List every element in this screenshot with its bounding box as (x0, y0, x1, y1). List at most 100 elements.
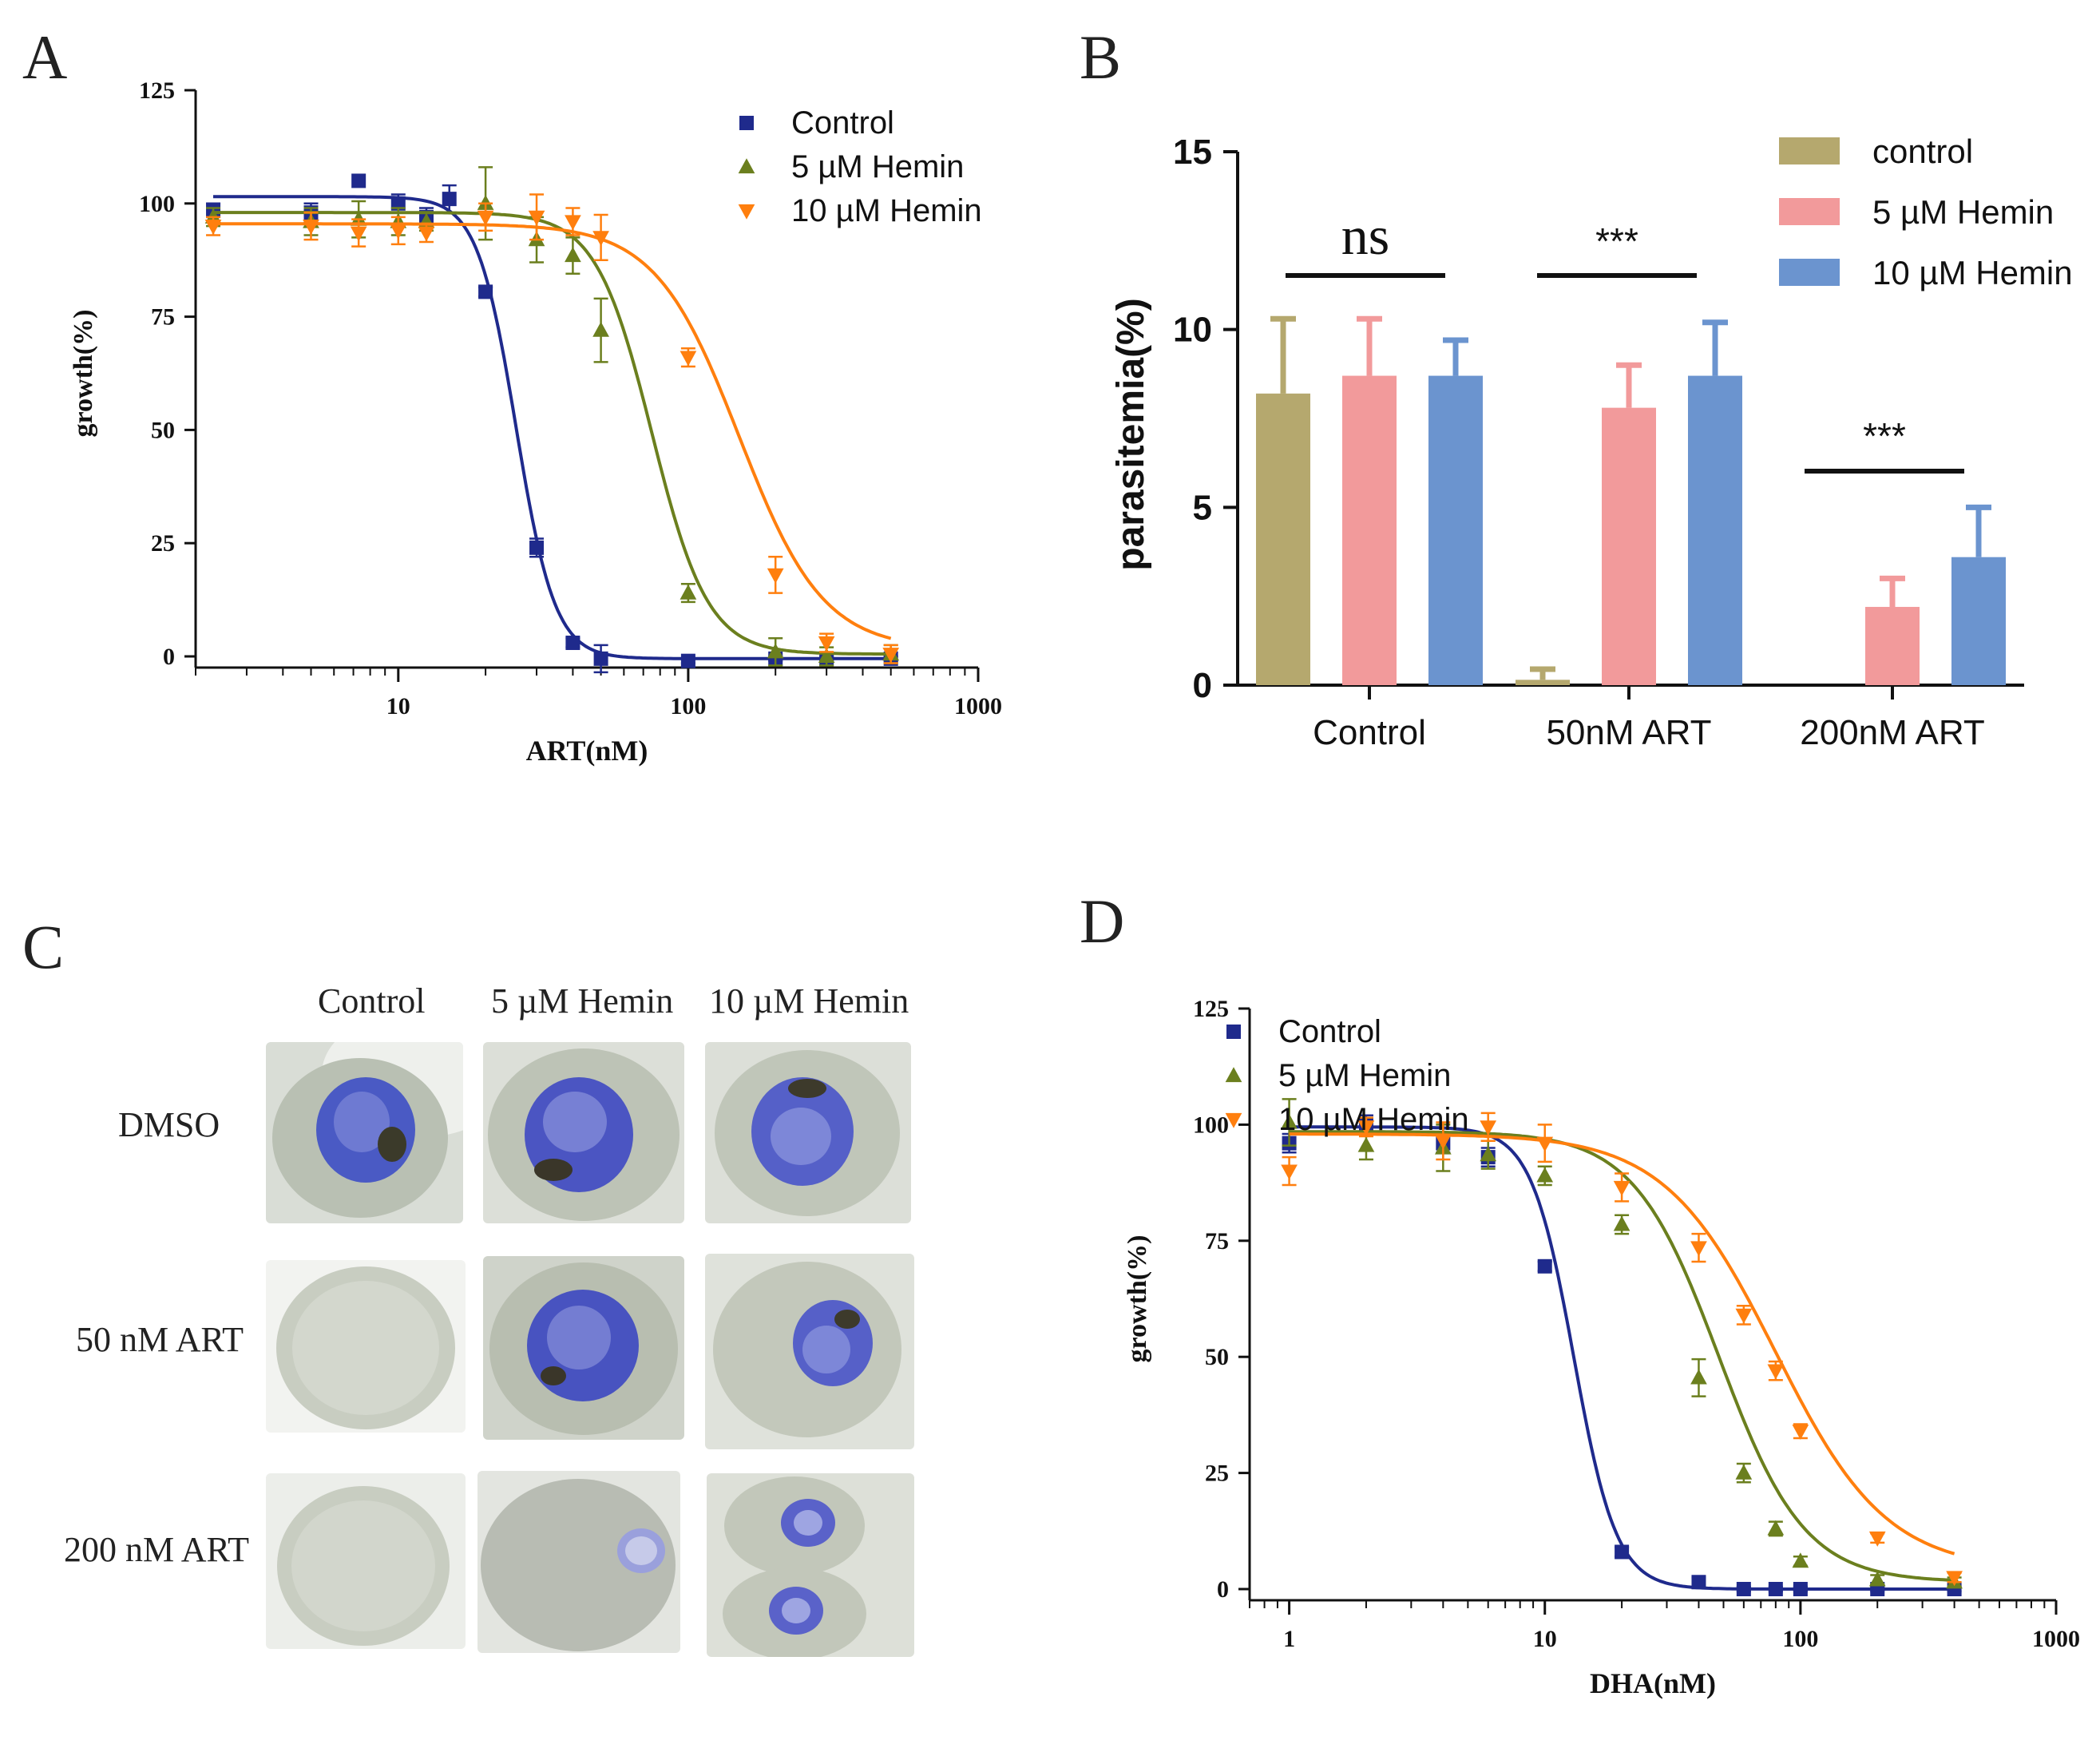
legend-marker-10-um-hemin (738, 204, 755, 220)
series-5-um-hemin (204, 166, 900, 667)
micrograph-200nm-control (266, 1473, 466, 1649)
bar-control-control (1256, 315, 1310, 685)
legend: control 5 µM Hemin 10 µM Hemin (1779, 133, 2073, 291)
data-point (680, 584, 697, 600)
legend-label: 5 µM Hemin (1278, 1058, 1451, 1093)
legend-label: 10 µM Hemin (791, 193, 982, 228)
y-tick-label: 75 (1205, 1228, 1229, 1254)
bar-50nm-art-10-um-hemin (1688, 319, 1742, 685)
data-point (1691, 1575, 1706, 1590)
bar (1865, 607, 1920, 685)
x-tick-label: 100 (670, 693, 706, 719)
series-10-um-hemin (1281, 1112, 1963, 1587)
legend-label: 5 µM Hemin (791, 149, 964, 184)
legend-marker-control (739, 116, 754, 130)
data-point (1868, 1531, 1886, 1547)
legend-label: 10 µM Hemin (1872, 254, 2073, 291)
micrograph-dmso-5um-hemin (483, 1042, 684, 1223)
data-point (1735, 1464, 1753, 1480)
data-point (882, 648, 900, 663)
micrograph-50nm-10um-hemin (705, 1254, 914, 1449)
significance-1: *** (1537, 220, 1697, 278)
legend: Control 5 µM Hemin 10 µM Hemin (738, 105, 982, 228)
data-point (1357, 1120, 1375, 1136)
data-point (565, 635, 580, 650)
series-10-um-hemin (204, 193, 900, 664)
x-axis-label: ART(nM) (526, 735, 648, 767)
micrograph-50nm-5um-hemin (483, 1256, 684, 1440)
significance-label: ns (1341, 205, 1389, 266)
x-tick-label: 10 (386, 693, 410, 719)
data-point (1357, 1136, 1375, 1152)
data-point (442, 192, 457, 207)
x-axis-label: DHA(nM) (1590, 1667, 1716, 1699)
bar-50nm-art-5-um-hemin (1602, 362, 1656, 685)
data-point (767, 643, 784, 659)
y-tick-label: 75 (151, 304, 175, 331)
category-label-200nm-art: 200nM ART (1800, 713, 1985, 752)
x-tick-label: 1000 (954, 693, 1002, 719)
col-header-5um-hemin: 5 µM Hemin (491, 981, 674, 1021)
bar-control-10-um-hemin (1428, 337, 1483, 685)
y-tick-label: 25 (1205, 1461, 1229, 1487)
x-tick-label: 10 (1533, 1626, 1557, 1652)
legend-label: Control (791, 105, 894, 141)
data-point (1735, 1308, 1753, 1324)
fit-curve (213, 222, 892, 640)
data-point (592, 321, 609, 337)
legend: Control 5 µM Hemin 10 µM Hemin (1225, 1014, 1469, 1137)
fit-curve (1289, 1125, 1955, 1591)
data-point (528, 210, 545, 226)
col-header-control: Control (318, 981, 426, 1021)
x-tick-label: 100 (1782, 1626, 1818, 1652)
data-point (1736, 1582, 1751, 1596)
bar (1428, 375, 1483, 685)
bar (1516, 680, 1570, 685)
x-tick-label: 1000 (2032, 1626, 2080, 1652)
significance-2: *** (1805, 415, 1964, 474)
bar-control-5-um-hemin (1342, 315, 1397, 685)
micrograph-50nm-control (266, 1260, 466, 1433)
micrograph-dmso-10um-hemin (705, 1042, 911, 1223)
data-point (1613, 1180, 1630, 1196)
x-tick-label: 1 (1283, 1626, 1295, 1652)
data-point (767, 568, 784, 584)
y-axis-label: parasitemia(%) (1110, 298, 1152, 570)
legend-swatch-5-um-hemin (1779, 198, 1840, 225)
data-point (1613, 1215, 1630, 1231)
bar-200nm-art-10-um-hemin (1951, 504, 2006, 685)
bar (1602, 407, 1656, 685)
significance-label: *** (1595, 220, 1638, 262)
y-tick-label: 0 (1193, 666, 1212, 705)
bar-200nm-art-5-um-hemin (1865, 575, 1920, 685)
bar (1256, 393, 1310, 685)
data-point (565, 247, 581, 263)
data-point (477, 195, 494, 210)
data-point (593, 651, 608, 666)
bar (1342, 375, 1397, 685)
data-point (350, 210, 367, 226)
data-point (1537, 1258, 1552, 1274)
data-point (204, 220, 222, 235)
col-header-10um-hemin: 10 µM Hemin (709, 981, 909, 1021)
bar (1688, 375, 1742, 685)
series-control (206, 173, 898, 674)
data-point (1868, 1571, 1886, 1587)
panel-letter-d: D (1080, 886, 1124, 956)
y-tick-label: 10 (1173, 311, 1212, 350)
y-tick-label: 125 (1193, 996, 1229, 1022)
data-point (303, 220, 319, 235)
data-point (1434, 1134, 1452, 1150)
data-point (1281, 1113, 1298, 1129)
y-tick-label: 15 (1173, 133, 1212, 172)
y-tick-label: 0 (163, 644, 175, 670)
legend-marker-10-um-hemin (1225, 1112, 1242, 1128)
data-point (1480, 1146, 1497, 1162)
data-point (680, 351, 697, 367)
data-point (418, 226, 435, 242)
fit-curve (1289, 1132, 1955, 1556)
row-label-200nm-art: 200 nM ART (64, 1530, 250, 1569)
fit-curve (213, 211, 891, 656)
data-point (478, 284, 493, 299)
